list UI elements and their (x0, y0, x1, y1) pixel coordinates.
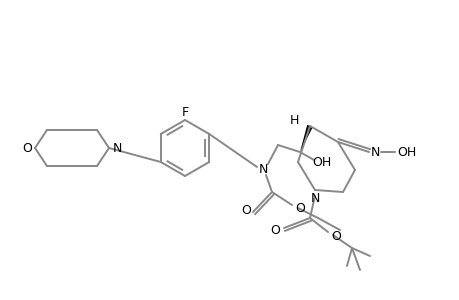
Text: O: O (269, 224, 280, 238)
Text: N: N (112, 142, 122, 154)
Text: O: O (22, 142, 32, 154)
Text: O: O (294, 202, 304, 214)
Text: OH: OH (397, 146, 416, 158)
Text: N: N (258, 163, 267, 176)
Text: O: O (241, 203, 251, 217)
Text: N: N (310, 191, 319, 205)
Text: N: N (369, 146, 379, 158)
Text: F: F (181, 106, 188, 118)
Text: O: O (330, 230, 340, 242)
Polygon shape (299, 125, 312, 152)
Text: OH: OH (312, 155, 331, 169)
Text: H: H (289, 113, 298, 127)
